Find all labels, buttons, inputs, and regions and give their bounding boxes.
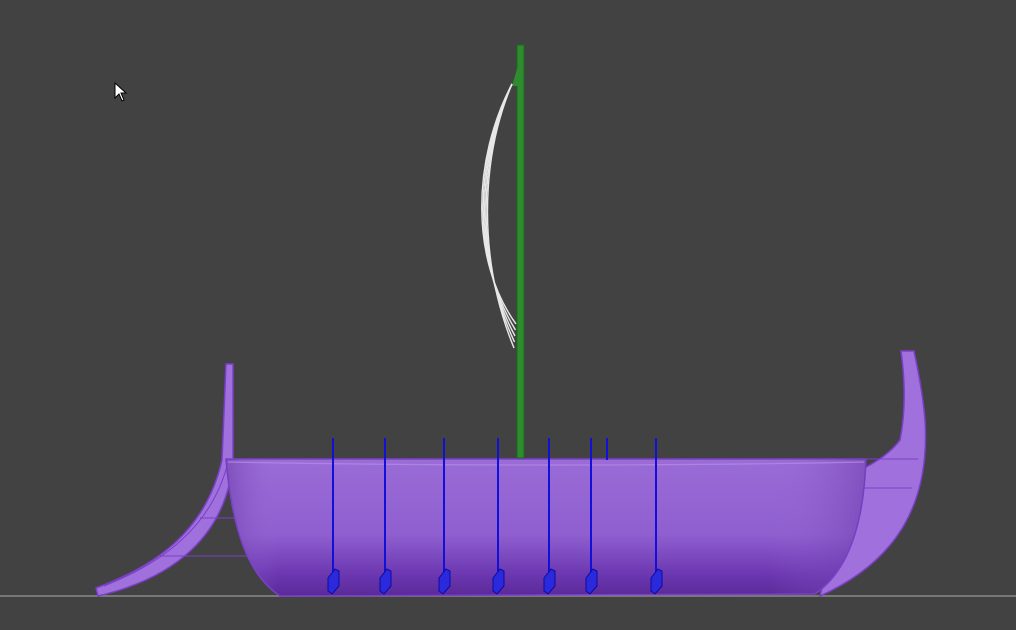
- mast: [516, 44, 525, 459]
- sail-line: [485, 83, 516, 343]
- oar-blade: [438, 568, 451, 595]
- oar-blade: [492, 568, 505, 595]
- oars: [327, 438, 663, 595]
- oar-blade: [650, 568, 663, 595]
- oar-blade: [379, 568, 392, 595]
- hull-rim: [227, 461, 865, 466]
- stern-post: [95, 363, 234, 597]
- sail-line: [486, 83, 515, 349]
- oar-blade: [585, 568, 598, 595]
- oar-blade: [543, 568, 556, 595]
- sail-lines: [481, 83, 517, 349]
- stern-post-inner: [103, 461, 229, 587]
- mouse-pointer-icon: [114, 82, 128, 102]
- mast-top-fitting: [512, 62, 520, 86]
- oar-blade: [327, 568, 340, 595]
